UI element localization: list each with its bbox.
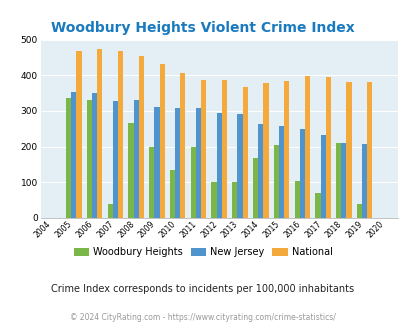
Bar — [118, 51, 123, 218]
Bar — [278, 126, 284, 218]
Bar — [175, 108, 180, 218]
Bar — [154, 107, 159, 218]
Bar — [107, 204, 113, 218]
Bar — [190, 147, 195, 218]
Bar — [315, 193, 320, 218]
Text: Crime Index corresponds to incidents per 100,000 inhabitants: Crime Index corresponds to incidents per… — [51, 284, 354, 294]
Bar — [252, 158, 258, 218]
Bar — [242, 87, 247, 218]
Text: Woodbury Heights Violent Crime Index: Woodbury Heights Violent Crime Index — [51, 21, 354, 35]
Bar — [169, 170, 175, 218]
Bar — [149, 147, 154, 218]
Bar — [195, 108, 200, 218]
Bar — [87, 100, 92, 218]
Bar — [320, 135, 325, 218]
Text: © 2024 CityRating.com - https://www.cityrating.com/crime-statistics/: © 2024 CityRating.com - https://www.city… — [70, 313, 335, 322]
Bar — [180, 74, 185, 218]
Bar — [139, 56, 144, 218]
Bar — [71, 92, 76, 218]
Bar — [97, 49, 102, 218]
Bar — [128, 123, 133, 218]
Bar — [299, 129, 304, 218]
Bar — [263, 83, 268, 218]
Bar — [211, 182, 216, 218]
Legend: Woodbury Heights, New Jersey, National: Woodbury Heights, New Jersey, National — [70, 243, 335, 261]
Bar — [284, 81, 289, 218]
Bar — [258, 124, 263, 218]
Bar — [76, 50, 81, 218]
Bar — [294, 182, 299, 218]
Bar — [237, 114, 242, 218]
Bar — [325, 77, 330, 218]
Bar — [273, 146, 278, 218]
Bar — [356, 204, 361, 218]
Bar — [200, 80, 206, 218]
Bar — [304, 76, 309, 218]
Bar — [133, 100, 139, 218]
Bar — [216, 113, 221, 218]
Bar — [221, 80, 226, 218]
Bar — [92, 93, 97, 218]
Bar — [66, 98, 71, 218]
Bar — [232, 182, 237, 218]
Bar — [341, 143, 345, 218]
Bar — [113, 101, 118, 218]
Bar — [159, 64, 164, 218]
Bar — [361, 144, 367, 218]
Bar — [335, 143, 341, 218]
Bar — [345, 82, 351, 218]
Bar — [367, 82, 371, 218]
